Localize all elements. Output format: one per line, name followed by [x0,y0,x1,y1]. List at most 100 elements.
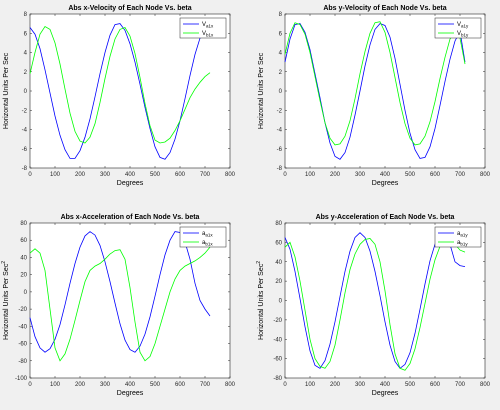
y-tick-label: 8 [279,12,283,18]
legend-label-main: V [457,31,461,37]
series-line-1 [284,23,466,160]
x-tick-label: 800 [480,382,491,388]
x-tick-label: 100 [305,382,316,388]
legend-label-2: ab1x [202,240,213,247]
y-tick-label: -80 [273,376,282,382]
y-axis-label: Horizontal Units Per Sec [3,52,10,129]
chart-panel-3: Abs x-Acceleration of Each Node Vs. beta… [1,214,236,397]
x-tick-label: 300 [355,382,366,388]
x-tick-label: 400 [380,382,391,388]
series-line-2 [29,25,211,144]
y-tick-label: 0 [279,89,283,95]
x-tick-label: 400 [380,172,391,178]
plot-area [29,222,231,379]
y-tick-label: 80 [275,221,282,227]
y-axis-label-text: Horizontal Units Per Sec [258,263,265,340]
legend-label-main: a [202,240,206,246]
y-tick-label: 8 [24,12,28,18]
y-tick-label: -8 [22,166,28,172]
x-tick-label: 200 [330,382,341,388]
x-tick-label: 600 [175,382,186,388]
legend-label-subscript: b1y [460,242,468,247]
legend-label-subscript: a1y [461,24,469,29]
x-tick-label: 600 [430,172,441,178]
x-tick-label: 0 [28,172,32,178]
y-tick-label: -2 [22,108,28,114]
y-tick-label: 60 [275,240,282,246]
y-tick-label: 60 [20,238,27,244]
x-axis-label: Degrees [117,180,144,187]
y-tick-label: -2 [277,108,283,114]
legend-label-subscript: a1x [205,233,213,238]
legend-label-subscript: b1x [206,33,214,38]
legend-label-2: Vb1x [202,31,214,38]
chart-panel-1: Abs x-Velocity of Each Node Vs. beta 0 100… [3,5,236,187]
chart-panel-2: Abs y-Velocity of Each Node Vs. beta 0 100… [258,5,491,187]
y-axis-label: Horizontal Units Per Sec2 [256,261,265,340]
x-axis-label: Degrees [372,390,399,397]
x-tick-label: 100 [305,172,316,178]
legend-label-main: a [457,240,461,246]
y-tick-label: -4 [277,128,283,134]
legend-label-main: a [457,231,461,237]
y-tick-label: -20 [18,307,27,313]
legend-label-1: aa1x [202,231,213,238]
legend-label-1: Va1y [457,22,469,29]
x-tick-label: 500 [405,172,416,178]
y-tick-label: 0 [279,299,283,305]
y-tick-label: -80 [18,359,27,365]
x-tick-label: 800 [480,172,491,178]
legend-label-subscript: b1x [205,242,213,247]
y-tick-label: 4 [24,51,28,57]
y-tick-label: 4 [279,51,283,57]
x-tick-label: 800 [225,172,236,178]
x-axis-label: Degrees [372,180,399,187]
y-tick-label: 6 [24,31,28,37]
legend-label-main: V [202,22,206,28]
x-tick-label: 400 [125,172,136,178]
x-tick-label: 100 [50,172,61,178]
x-tick-label: 200 [75,172,86,178]
x-tick-label: 200 [75,382,86,388]
y-tick-label: 20 [275,279,282,285]
y-tick-label: -60 [18,342,27,348]
y-axis-label: Horizontal Units Per Sec [258,52,265,129]
legend-label-2: Vb1y [457,31,469,38]
y-axis-label: Horizontal Units Per Sec2 [1,261,10,340]
legend-label-main: a [202,231,206,237]
y-tick-label: 2 [279,70,283,76]
y-axis-label-text: Horizontal Units Per Sec [3,52,10,129]
y-tick-label: -6 [22,147,28,153]
y-tick-label: 2 [24,70,28,76]
y-tick-label: 20 [20,273,27,279]
x-tick-label: 700 [455,382,466,388]
chart-title: Abs x-Velocity of Each Node Vs. beta [68,5,191,12]
legend-label-subscript: a1x [206,24,214,29]
x-tick-label: 400 [125,382,136,388]
x-tick-label: 100 [50,382,61,388]
x-tick-label: 800 [225,382,236,388]
x-tick-label: 0 [283,382,287,388]
legend-label-subscript: b1y [461,33,469,38]
x-tick-label: 500 [150,382,161,388]
x-tick-label: 300 [100,382,111,388]
x-tick-label: 200 [330,172,341,178]
x-tick-label: 700 [455,172,466,178]
series-line-2 [284,238,466,371]
x-tick-label: 600 [430,382,441,388]
chart-panel-4: Abs y-Acceleration of Each Node Vs. beta… [256,214,491,397]
legend-label-1: Va1x [202,22,214,29]
y-tick-label: 0 [24,89,28,95]
y-tick-label: -40 [18,324,27,330]
x-tick-label: 0 [283,172,287,178]
x-tick-label: 0 [28,382,32,388]
y-tick-label: -100 [15,376,28,382]
legend-label-1: aa1y [457,231,468,238]
y-axis-label-text: Horizontal Units Per Sec [3,263,10,340]
chart-title: Abs y-Acceleration of Each Node Vs. beta [316,214,455,221]
series-line-2 [284,21,466,146]
legend-label-main: V [457,22,461,28]
